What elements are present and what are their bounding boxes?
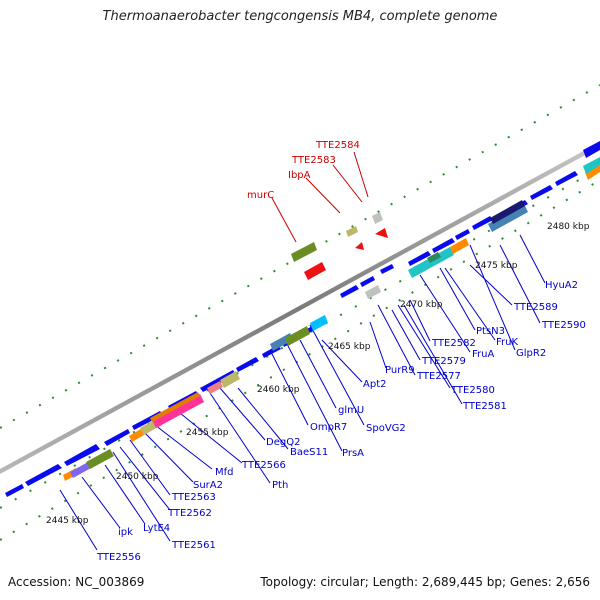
- map-title: Thermoanaerobacter tengcongensis MB4, co…: [102, 9, 498, 24]
- gene-label-frua: FruA: [472, 349, 494, 360]
- scale-label-2460: 2460 kbp: [257, 385, 300, 395]
- scale-label-2470: 2470 kbp: [400, 300, 443, 310]
- gene-label-tte2556: TTE2556: [96, 552, 141, 563]
- gene-label-spovg2: SpoVG2: [366, 423, 406, 434]
- gene-label-ipk: ipk: [118, 527, 133, 538]
- gene-label-tte2584: TTE2584: [315, 140, 360, 151]
- gene-label-fruk: FruK: [496, 337, 518, 348]
- gene-label-pth: Pth: [272, 480, 288, 491]
- gene-label-ibpa: IbpA: [288, 170, 311, 181]
- gene-label-tte2579: TTE2579: [421, 356, 466, 367]
- gene-label-tte2562: TTE2562: [167, 508, 212, 519]
- gene-label-tte2590: TTE2590: [541, 320, 586, 331]
- gc-track-inner: [0, 179, 600, 541]
- gene-label-glmu: glmU: [338, 405, 364, 416]
- gene-label-tte2583: TTE2583: [291, 155, 336, 166]
- gene-label-hyua2: HyuA2: [545, 280, 578, 291]
- gene-label-mfd: Mfd: [215, 467, 234, 478]
- gene-label-prsa: PrsA: [342, 448, 364, 459]
- gene-label-tte2577: TTE2577: [416, 371, 461, 382]
- scale-label-2455: 2455 kbp: [186, 428, 229, 438]
- genome-summary-text: Topology: circular; Length: 2,689,445 bp…: [260, 575, 590, 589]
- genome-backbone: [0, 142, 600, 474]
- gene-label-sura2: SurA2: [193, 480, 223, 491]
- accession-text: Accession: NC_003869: [8, 575, 145, 589]
- gene-label-baes11: BaeS11: [290, 447, 328, 458]
- scale-label-2450: 2450 kbp: [116, 472, 159, 482]
- forward-strand-genes: [291, 141, 600, 280]
- gene-label-degq2: DegQ2: [266, 437, 300, 448]
- forward-gene-labels: murC IbpA TTE2583 TTE2584: [247, 140, 360, 201]
- gene-label-tte2566: TTE2566: [241, 460, 286, 471]
- scale-labels: 2445 kbp 2450 kbp 2455 kbp 2460 kbp 2465…: [46, 222, 590, 526]
- gene-label-purr9: PurR9: [385, 365, 415, 376]
- gene-label-tte2561: TTE2561: [171, 540, 216, 551]
- scale-label-2465: 2465 kbp: [328, 342, 371, 352]
- gene-label-tte2580: TTE2580: [450, 385, 495, 396]
- gene-label-ompr7: OmpR7: [310, 422, 347, 433]
- leader-lines-forward: [271, 151, 369, 243]
- gene-label-murc: murC: [247, 190, 274, 201]
- scale-label-2445: 2445 kbp: [46, 516, 89, 526]
- gene-label-tte2582: TTE2582: [431, 338, 476, 349]
- scale-label-2475: 2475 kbp: [475, 261, 518, 271]
- leader-lines-reverse: [59, 234, 546, 551]
- gene-label-glpr2: GlpR2: [516, 348, 546, 359]
- scale-label-2480: 2480 kbp: [547, 222, 590, 232]
- gene-label-ptsn3: PtsN3: [476, 326, 505, 337]
- reverse-strand-colored-genes: [63, 157, 600, 481]
- gene-label-apt2: Apt2: [363, 379, 386, 390]
- gene-label-lyte4: LytE4: [143, 523, 170, 534]
- reverse-gene-labels: TTE2556 ipk LytE4 TTE2561 TTE2562 TTE256…: [96, 280, 586, 563]
- gene-label-tte2589: TTE2589: [513, 302, 558, 313]
- gene-label-tte2563: TTE2563: [171, 492, 216, 503]
- gene-label-tte2581: TTE2581: [462, 401, 507, 412]
